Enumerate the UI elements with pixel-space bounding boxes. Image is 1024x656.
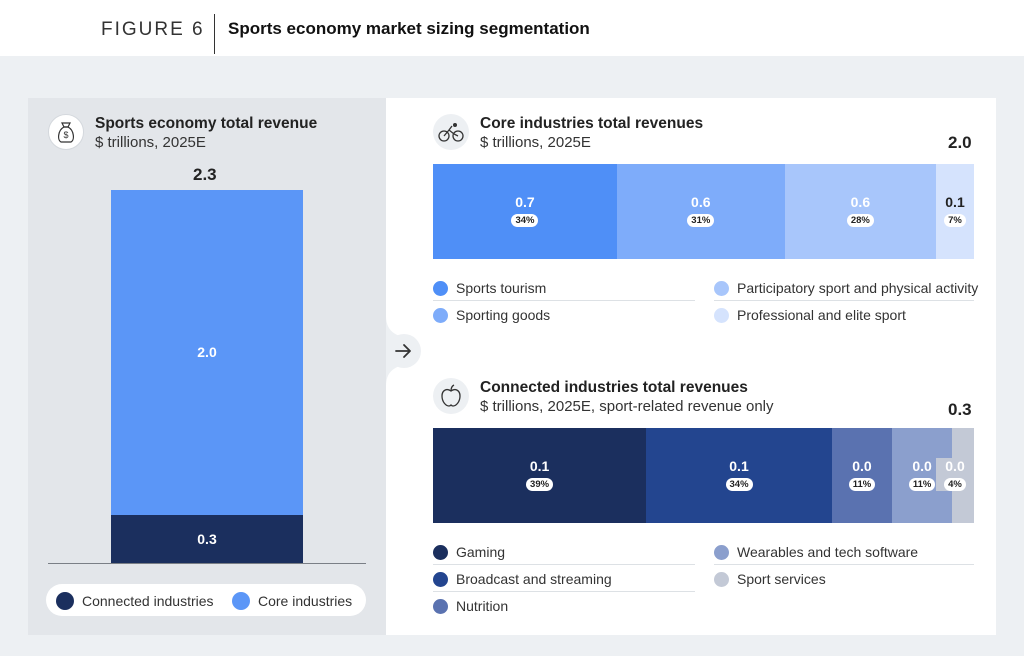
bar-percent-badge: 28% bbox=[846, 213, 874, 227]
bar-segment bbox=[784, 164, 937, 259]
bar-value: 0.7 bbox=[515, 193, 535, 210]
bar-value-label: 0.7 34% bbox=[433, 194, 617, 227]
legend-item-connected: Connected industries bbox=[56, 592, 214, 610]
bar-percent-badge: 34% bbox=[725, 477, 753, 491]
bar-value: 0.1 bbox=[729, 457, 749, 474]
legend-label: Connected industries bbox=[82, 593, 214, 609]
bar-segment bbox=[646, 428, 832, 523]
bar-value: 0.0 bbox=[852, 457, 872, 474]
legend-item: Professional and elite sport bbox=[714, 307, 906, 323]
legend-label: Wearables and tech software bbox=[737, 544, 919, 560]
legend-dot bbox=[714, 280, 729, 296]
bar-value-label: 0.1 39% bbox=[433, 458, 646, 491]
legend-dot bbox=[433, 544, 448, 560]
legend-item: Gaming bbox=[433, 544, 505, 560]
legend-label: Nutrition bbox=[456, 598, 509, 614]
money-bag-icon: $ bbox=[48, 114, 84, 150]
connected-chart-total: 0.3 bbox=[948, 400, 972, 419]
legend-dot bbox=[433, 598, 448, 614]
legend-dot bbox=[232, 592, 250, 610]
bar-segment bbox=[111, 515, 303, 564]
legend-divider bbox=[433, 591, 695, 592]
bar-value-label: 0.0 4% bbox=[936, 457, 974, 491]
bar-percent-badge: 31% bbox=[687, 213, 715, 227]
bar-percent-badge: 39% bbox=[526, 477, 554, 491]
bar-value-label: 0.1 7% bbox=[936, 193, 974, 227]
legend-item: Wearables and tech software bbox=[714, 544, 918, 560]
legend-dot bbox=[714, 307, 729, 323]
legend-label: Broadcast and streaming bbox=[456, 571, 612, 587]
legend-label: Sports tourism bbox=[456, 280, 547, 296]
bar-value: 0.1 bbox=[529, 457, 550, 474]
left-axis-baseline bbox=[48, 563, 366, 564]
legend-dot bbox=[433, 280, 448, 296]
left-chart-total: 2.3 bbox=[193, 165, 217, 184]
core-chart-total: 2.0 bbox=[948, 133, 972, 152]
bar-value-label: 0.1 34% bbox=[646, 458, 832, 491]
bar-segment bbox=[433, 428, 647, 523]
connected-chart-subtitle: $ trillions, 2025E, sport-related revenu… bbox=[480, 398, 774, 415]
bar-value-label: 0.0 11% bbox=[832, 458, 892, 491]
bar-value: 0.6 bbox=[850, 193, 871, 210]
bar-value: 0.0 bbox=[945, 457, 965, 474]
bar-percent-badge: 34% bbox=[511, 213, 539, 227]
bar-value: 0.1 bbox=[945, 193, 965, 210]
legend-item: Broadcast and streaming bbox=[433, 571, 612, 587]
legend-dot bbox=[56, 592, 74, 610]
bar-value: 0.6 bbox=[691, 193, 711, 210]
bar-percent-badge: 11% bbox=[848, 477, 876, 491]
legend-divider bbox=[433, 300, 695, 301]
legend-label: Professional and elite sport bbox=[737, 307, 906, 323]
legend-item-core: Core industries bbox=[232, 592, 352, 610]
legend-divider bbox=[714, 300, 974, 301]
header-divider bbox=[214, 14, 215, 54]
legend-divider bbox=[433, 564, 695, 565]
legend-item: Sports tourism bbox=[433, 280, 546, 296]
apple-icon bbox=[433, 378, 469, 414]
bar-value-label: 0.6 28% bbox=[785, 194, 936, 227]
bar-value: 0.0 bbox=[912, 457, 932, 474]
legend-label: Core industries bbox=[258, 593, 353, 609]
bar-percent-badge: 7% bbox=[944, 213, 966, 227]
core-chart-subtitle: $ trillions, 2025E bbox=[480, 134, 591, 151]
legend-dot bbox=[714, 544, 729, 560]
legend-dot bbox=[714, 571, 729, 587]
connected-chart-title: Connected industries total revenues bbox=[480, 379, 748, 396]
svg-text:$: $ bbox=[63, 130, 68, 140]
figure-title: Sports economy market sizing segmentatio… bbox=[228, 19, 590, 38]
bar-value-label: 0.0 11% bbox=[892, 458, 952, 491]
legend-item: Sporting goods bbox=[433, 307, 550, 323]
bar-segment bbox=[111, 190, 303, 516]
left-legend: Connected industries Core industries bbox=[46, 584, 366, 616]
bar-value-label: 0.6 31% bbox=[617, 194, 785, 227]
legend-dot bbox=[433, 571, 448, 587]
arrow-right-icon bbox=[386, 316, 428, 386]
bar-value-label: 0.3 bbox=[197, 530, 217, 547]
legend-label: Gaming bbox=[456, 544, 506, 560]
legend-label: Sport services bbox=[737, 571, 826, 587]
left-chart-title: Sports economy total revenue bbox=[95, 115, 318, 132]
figure-header: FIGURE 6 Sports economy market sizing se… bbox=[0, 0, 1024, 56]
legend-item: Participatory sport and physical activit… bbox=[714, 280, 978, 296]
bar-percent-badge: 11% bbox=[908, 477, 936, 491]
figure-label: FIGURE 6 bbox=[101, 19, 205, 40]
legend-item: Sport services bbox=[714, 571, 826, 587]
legend-divider bbox=[714, 564, 974, 565]
bar-value-label: 2.0 bbox=[197, 343, 217, 360]
legend-label: Sporting goods bbox=[456, 307, 551, 323]
legend-dot bbox=[433, 307, 448, 323]
legend-label: Participatory sport and physical activit… bbox=[737, 280, 979, 296]
cyclist-icon bbox=[433, 114, 469, 150]
legend-item: Nutrition bbox=[433, 598, 508, 614]
bar-percent-badge: 4% bbox=[944, 477, 966, 491]
left-chart-subtitle: $ trillions, 2025E bbox=[95, 134, 206, 151]
bar-segment bbox=[433, 164, 617, 259]
core-chart-title: Core industries total revenues bbox=[480, 115, 704, 132]
bar-segment bbox=[616, 164, 785, 259]
bar-segment bbox=[831, 428, 893, 523]
